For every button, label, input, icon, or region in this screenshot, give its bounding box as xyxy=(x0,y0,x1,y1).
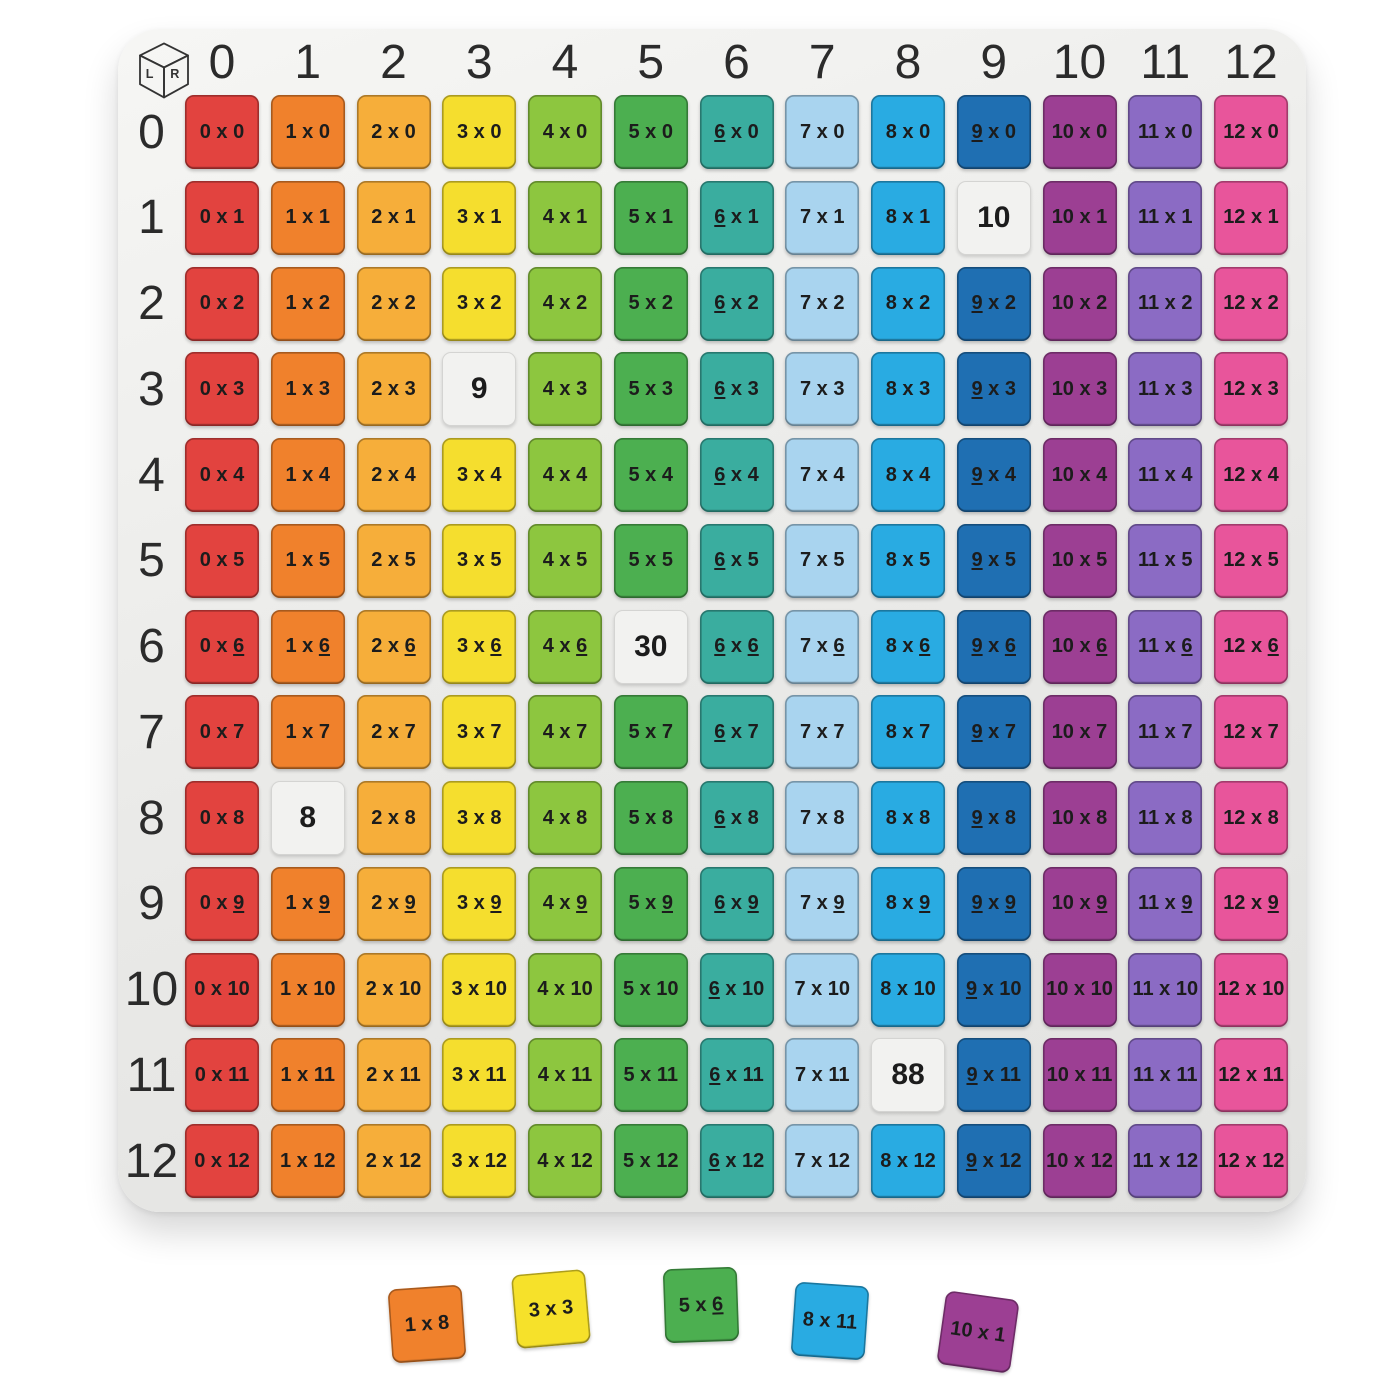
svg-text:L: L xyxy=(146,67,154,81)
